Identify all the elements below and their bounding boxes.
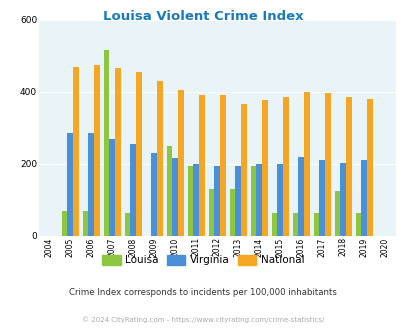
Bar: [340, 163, 345, 236]
Bar: [324, 93, 330, 236]
Bar: [193, 164, 198, 236]
Bar: [303, 92, 309, 236]
Bar: [82, 211, 88, 236]
Bar: [271, 213, 277, 236]
Text: Louisa Violent Crime Index: Louisa Violent Crime Index: [102, 10, 303, 23]
Bar: [73, 67, 79, 236]
Bar: [345, 97, 351, 236]
Bar: [262, 100, 267, 236]
Bar: [298, 157, 303, 236]
Bar: [220, 95, 225, 236]
Bar: [115, 68, 120, 236]
Bar: [319, 160, 324, 236]
Bar: [313, 213, 319, 236]
Bar: [282, 97, 288, 236]
Text: Crime Index corresponds to incidents per 100,000 inhabitants: Crime Index corresponds to incidents per…: [69, 287, 336, 297]
Bar: [334, 191, 340, 236]
Bar: [256, 164, 262, 236]
Bar: [136, 72, 141, 236]
Bar: [235, 166, 241, 236]
Bar: [292, 213, 298, 236]
Bar: [157, 81, 162, 236]
Bar: [360, 160, 366, 236]
Bar: [177, 90, 183, 236]
Bar: [67, 133, 73, 236]
Bar: [103, 50, 109, 236]
Bar: [130, 144, 136, 236]
Bar: [94, 65, 99, 236]
Legend: Louisa, Virginia, National: Louisa, Virginia, National: [98, 251, 307, 270]
Bar: [88, 133, 94, 236]
Bar: [172, 158, 177, 236]
Bar: [208, 189, 214, 236]
Bar: [366, 99, 372, 236]
Bar: [214, 166, 220, 236]
Bar: [187, 166, 193, 236]
Bar: [241, 104, 246, 236]
Bar: [229, 189, 235, 236]
Bar: [277, 164, 282, 236]
Bar: [124, 213, 130, 236]
Bar: [109, 139, 115, 236]
Bar: [198, 95, 204, 236]
Bar: [166, 146, 172, 236]
Text: © 2024 CityRating.com - https://www.cityrating.com/crime-statistics/: © 2024 CityRating.com - https://www.city…: [82, 316, 323, 323]
Bar: [250, 166, 256, 236]
Bar: [151, 153, 157, 236]
Bar: [355, 213, 360, 236]
Bar: [62, 211, 67, 236]
